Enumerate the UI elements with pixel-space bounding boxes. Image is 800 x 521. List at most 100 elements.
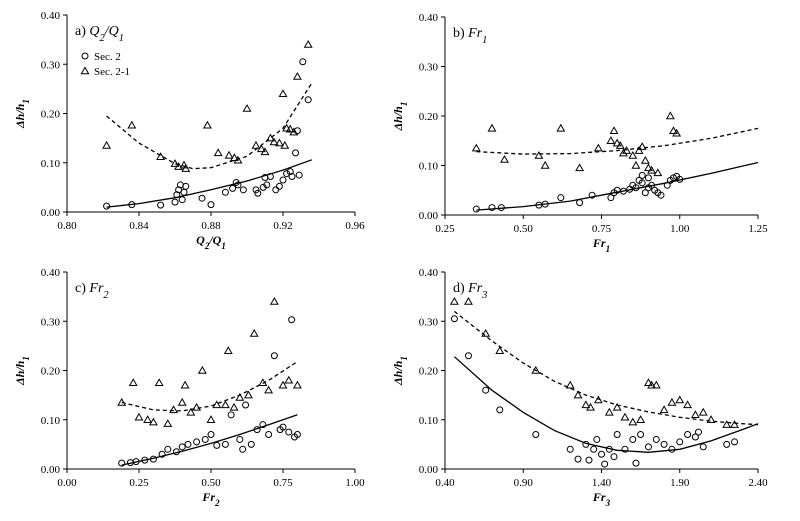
data-point-sec2-1 (672, 128, 682, 137)
data-point-sec2 (684, 431, 692, 439)
data-point-sec2-1 (675, 395, 685, 404)
x-tick-label: 1.90 (670, 477, 690, 489)
y-tick-label: 0.30 (41, 59, 61, 71)
data-point-sec2-1 (170, 159, 180, 167)
data-point-sec2-1 (212, 400, 222, 409)
data-point-sec2 (590, 445, 598, 453)
data-point-sec2-1 (464, 296, 473, 305)
data-point-sec2-1 (128, 378, 138, 387)
y-tick-label: 0.40 (41, 10, 61, 22)
data-point-sec2-1 (500, 154, 509, 163)
data-point-sec2-1 (251, 140, 261, 149)
data-point-sec2 (293, 431, 301, 439)
data-point-sec2-1 (609, 126, 619, 135)
data-point-sec2-1 (143, 415, 153, 423)
data-point-sec2-1 (102, 140, 112, 149)
data-point-sec2 (496, 406, 504, 414)
data-point-sec2-1 (647, 380, 657, 389)
x-tick-label: 0.40 (435, 477, 455, 489)
data-point-sec2 (644, 443, 652, 451)
data-point-sec2 (193, 438, 201, 446)
data-point-sec2-1 (181, 164, 191, 172)
chart-panel-1: 0.00 0.10 0.20 0.30 0.40 0.80 0.84 0.88 0.92 0.96… (13, 10, 365, 251)
data-point-sec2 (275, 182, 283, 190)
data-point-sec2-1 (487, 123, 497, 132)
data-point-sec2-1 (197, 365, 207, 374)
fit-curve-sec2-1 (476, 127, 759, 155)
data-point-sec2 (464, 352, 472, 360)
x-tick-label: 1.00 (670, 223, 690, 235)
data-point-sec2 (254, 189, 262, 197)
y-tick-label: 0.30 (419, 316, 439, 328)
data-point-sec2 (641, 189, 649, 197)
legend: Sec. 2 Sec. 2-1 (80, 51, 130, 78)
data-point-sec2 (283, 170, 291, 178)
data-point-sec2-1 (177, 397, 187, 406)
y-tick-label: 0.20 (419, 111, 439, 123)
data-point-sec2 (629, 435, 637, 443)
data-point-sec2 (585, 456, 593, 464)
y-tick-label: 0.30 (41, 316, 61, 328)
data-point-sec2 (221, 188, 229, 196)
data-point-sec2 (566, 445, 574, 453)
data-point-sec2 (557, 194, 565, 202)
data-point-sec2-1 (163, 419, 173, 427)
data-point-sec2-1 (256, 144, 266, 153)
data-point-sec2 (691, 433, 699, 441)
data-point-sec2 (450, 315, 458, 323)
data-point-sec2-1 (243, 390, 253, 399)
data-point-sec2 (201, 435, 209, 443)
data-point-sec2-1 (615, 141, 625, 149)
data-point-sec2-1 (289, 127, 299, 136)
data-point-sec2 (582, 440, 590, 448)
data-point-sec2-1 (265, 133, 275, 142)
data-point-sec2-1 (647, 165, 657, 174)
x-tick-label: 0.75 (273, 477, 293, 489)
x-tick-label: 0.25 (435, 223, 455, 235)
data-point-sec2-1 (722, 420, 732, 428)
data-point-sec2-1 (640, 155, 650, 164)
data-point-sec2-1 (628, 417, 638, 426)
data-point-sec2 (610, 453, 618, 461)
data-point-sec2 (663, 181, 671, 189)
data-point-sec2-1 (573, 390, 583, 399)
data-point-sec2-1 (637, 142, 647, 150)
data-point-sec2 (488, 204, 496, 212)
data-point-sec2-1 (534, 150, 544, 159)
data-point-sec2 (676, 175, 684, 183)
data-point-sec2 (207, 431, 215, 439)
legend-entry: Sec. 2 (94, 51, 121, 63)
data-point-sec2 (242, 401, 250, 409)
data-point-sec2 (265, 431, 273, 439)
fit-curve-sec2 (476, 161, 759, 211)
data-point-sec2-1 (269, 296, 279, 305)
data-point-sec2 (293, 127, 301, 135)
data-point-sec2-1 (117, 397, 127, 406)
data-point-sec2 (574, 455, 582, 463)
data-point-sec2 (198, 194, 206, 202)
data-point-sec2 (541, 200, 549, 208)
data-point-sec2-1 (581, 400, 591, 409)
data-point-sec2-1 (730, 420, 739, 428)
data-point-sec2 (699, 443, 707, 451)
x-tick-label: 0.75 (592, 223, 612, 235)
x-tick-label: 0.90 (514, 477, 534, 489)
data-point-sec2 (253, 426, 261, 434)
y-tick-label: 0.20 (41, 366, 61, 378)
data-point-sec2 (171, 198, 179, 206)
x-tick-label: 0.80 (57, 220, 77, 232)
data-point-sec2-1 (618, 148, 628, 157)
data-point-sec2 (158, 450, 166, 458)
data-point-sec2-1 (531, 365, 541, 374)
data-point-sec2 (576, 199, 584, 207)
data-point-sec2 (288, 316, 296, 324)
x-tick-label: 1.00 (345, 477, 365, 489)
data-point-sec2 (605, 445, 613, 453)
data-point-sec2 (644, 174, 652, 182)
legend-marker-triangle (80, 66, 90, 75)
data-point-sec2-1 (156, 152, 166, 161)
data-point-sec2 (180, 188, 188, 196)
data-point-sec2-1 (229, 153, 239, 162)
data-point-sec2 (229, 184, 237, 192)
